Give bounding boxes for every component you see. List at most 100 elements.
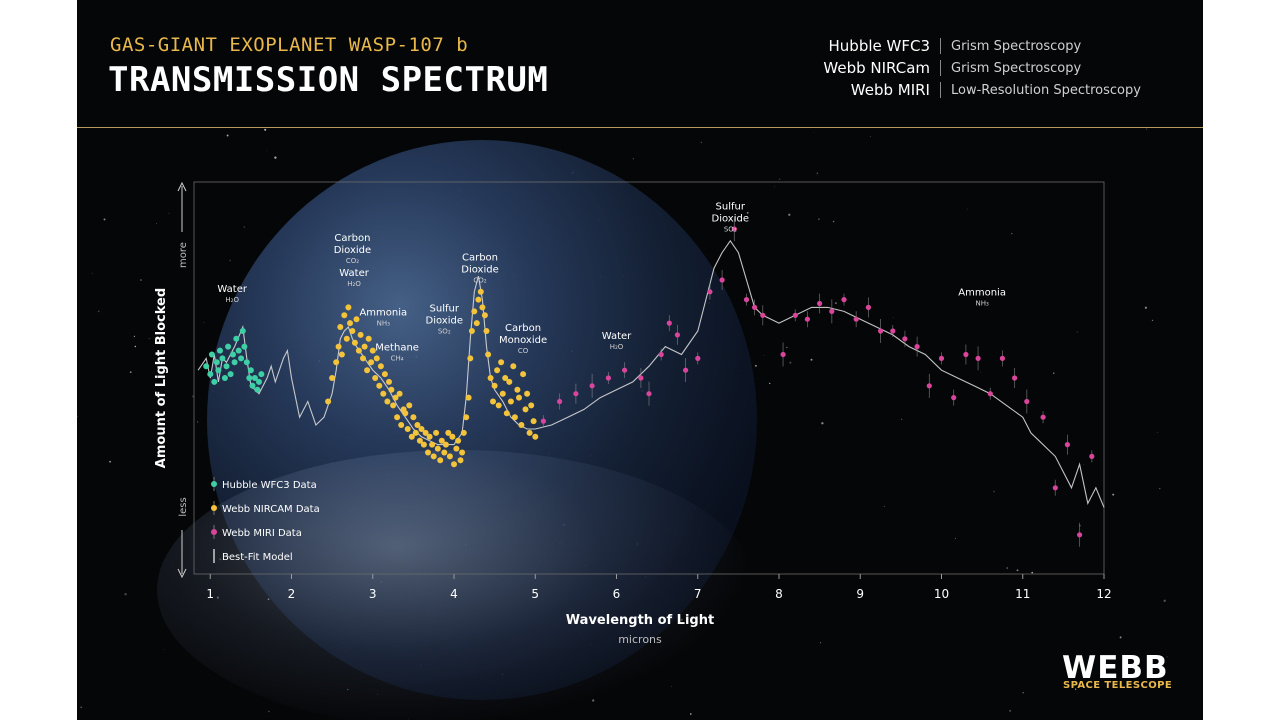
data-point <box>373 355 380 362</box>
data-point <box>392 394 399 401</box>
data-point <box>384 398 391 405</box>
data-point <box>233 335 240 342</box>
star <box>768 382 771 385</box>
data-point <box>246 375 253 381</box>
instrument-row: Webb MIRI Low-Resolution Spectroscopy <box>790 81 1141 99</box>
planet-illustration <box>207 140 757 700</box>
data-point <box>503 410 510 417</box>
data-point <box>388 386 395 393</box>
x-tick-label: 8 <box>775 587 783 601</box>
star <box>901 418 903 420</box>
planet-glow <box>157 450 757 720</box>
header-divider <box>77 127 1203 128</box>
y-axis-less-label: less <box>178 497 189 516</box>
data-point <box>752 304 758 310</box>
star <box>97 310 100 313</box>
data-point <box>251 375 258 381</box>
instrument-name: Webb MIRI <box>850 81 930 99</box>
instrument-mode: Grism Spectroscopy <box>951 60 1082 76</box>
star <box>774 186 776 188</box>
annotation-formula: NH₃ <box>377 319 391 327</box>
data-point <box>499 390 506 397</box>
data-point <box>410 414 417 421</box>
star <box>347 689 349 691</box>
data-point <box>524 390 531 397</box>
star <box>746 211 749 214</box>
star <box>1163 599 1166 602</box>
data-point <box>841 297 847 303</box>
data-point <box>398 422 405 428</box>
data-point <box>467 355 474 362</box>
star <box>954 537 956 539</box>
star <box>103 218 106 221</box>
data-point <box>235 347 242 354</box>
data-point <box>817 300 823 307</box>
data-point <box>217 347 223 354</box>
data-point <box>211 378 218 385</box>
data-point <box>707 289 713 295</box>
y-axis-more-label: more <box>178 242 189 268</box>
data-point <box>349 328 356 334</box>
data-point <box>463 414 470 421</box>
x-tick-label: 12 <box>1096 587 1111 601</box>
star <box>1011 232 1013 235</box>
data-point <box>731 226 737 232</box>
data-point <box>368 359 375 366</box>
data-point <box>414 422 421 428</box>
data-point <box>743 297 750 303</box>
data-point <box>227 371 234 378</box>
data-point <box>646 391 652 397</box>
webb-logo: WEBB <box>1062 650 1169 686</box>
legend-label: Webb MIRI Data <box>222 528 302 539</box>
data-point <box>516 394 522 401</box>
star <box>788 213 791 216</box>
star <box>1083 464 1085 465</box>
data-point <box>938 355 945 361</box>
data-point <box>804 316 811 322</box>
data-point <box>215 367 222 374</box>
data-point <box>333 359 340 366</box>
instrument-name: Hubble WFC3 <box>828 37 930 55</box>
star <box>1166 656 1168 658</box>
data-point <box>465 394 472 401</box>
star <box>993 490 995 493</box>
data-point <box>479 304 486 311</box>
data-point <box>247 367 254 374</box>
data-point <box>494 367 501 374</box>
data-point <box>207 371 214 378</box>
star <box>1076 331 1078 333</box>
legend-item: Hubble WFC3 Data <box>211 477 317 491</box>
data-point <box>365 335 372 342</box>
data-point <box>369 347 376 354</box>
star <box>700 141 702 143</box>
data-point <box>865 304 872 310</box>
star <box>1119 636 1122 639</box>
annotation-formula: H₂O <box>347 280 361 288</box>
annotation-formula: SO₂ <box>438 327 451 335</box>
data-point <box>394 414 401 421</box>
data-point <box>520 371 527 378</box>
data-point <box>491 382 498 389</box>
data-point <box>760 312 766 318</box>
data-point <box>377 363 384 370</box>
star <box>1146 128 1148 130</box>
data-point <box>449 433 456 440</box>
star <box>203 321 205 323</box>
star <box>1157 432 1158 433</box>
star <box>91 272 93 274</box>
data-point <box>430 453 437 460</box>
data-point <box>987 391 993 397</box>
annotation-label: Dioxide <box>461 264 499 275</box>
data-point <box>256 378 262 385</box>
divider <box>940 82 941 98</box>
instrument-row: Webb NIRCam Grism Spectroscopy <box>790 59 1141 77</box>
data-point <box>1077 532 1083 538</box>
star <box>376 693 378 695</box>
data-point <box>258 371 265 378</box>
star <box>813 132 815 133</box>
star <box>832 220 835 223</box>
data-point <box>914 344 920 350</box>
data-point <box>329 375 336 381</box>
